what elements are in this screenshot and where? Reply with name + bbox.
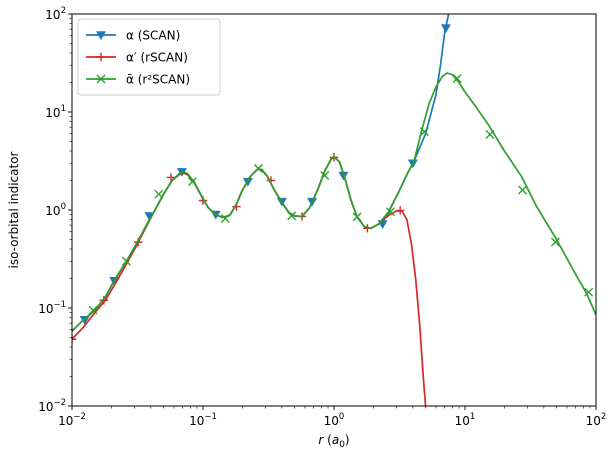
legend-entry: α′ (rSCAN) [86, 51, 188, 65]
series-marker [253, 164, 263, 174]
y-tick-label: 101 [45, 104, 66, 120]
series-marker [96, 74, 106, 84]
plot-area: 10−2 10−1 100 101 102 10−2 10−1 100 101 102 [38, 6, 606, 428]
x-tick-label: 102 [586, 412, 607, 428]
series-marker [485, 129, 495, 139]
legend-entry: α (SCAN) [86, 29, 180, 43]
series-marker [96, 52, 106, 62]
series-marker [88, 305, 98, 315]
series-marker [121, 256, 131, 266]
series-marker [550, 237, 560, 247]
y-tick-label: 102 [45, 6, 66, 22]
legend-label: ᾱ (r²SCAN) [126, 73, 190, 87]
x-tick-label: 101 [455, 412, 476, 428]
series-marker [518, 185, 528, 195]
series-marker [72, 335, 77, 344]
series-marker [220, 213, 230, 223]
legend-label: α (SCAN) [126, 29, 180, 43]
series-marker [386, 207, 396, 217]
x-tick-label: 10−2 [58, 412, 86, 428]
x-axis-label: r (a0) [318, 433, 349, 450]
y-axis-label: iso-orbital indicator [7, 151, 21, 268]
series-3 [72, 72, 596, 332]
y-tick-label: 10−1 [38, 300, 66, 316]
series-marker [352, 212, 362, 222]
x-tick-label: 100 [324, 412, 345, 428]
series-marker [320, 170, 330, 180]
legend-frame [77, 18, 221, 96]
series-marker [584, 287, 594, 297]
series-marker [440, 24, 451, 34]
x-tick-label: 10−1 [189, 412, 217, 428]
series-marker [287, 211, 297, 221]
y-tick-label: 10−2 [38, 398, 66, 414]
series-line [72, 155, 427, 406]
series-marker [95, 31, 107, 41]
series-marker [395, 206, 405, 215]
series-2 [72, 153, 427, 406]
legend: α (SCAN) α′ (rSCAN) ᾱ (r²SCAN) [77, 18, 221, 96]
series-marker [419, 127, 429, 137]
legend-entry: ᾱ (r²SCAN) [86, 73, 190, 87]
series-marker [154, 189, 164, 199]
series-marker [187, 177, 197, 187]
axis-ticks: 10−2 10−1 100 101 102 10−2 10−1 100 101 102 [38, 6, 606, 428]
legend-label: α′ (rSCAN) [126, 51, 188, 65]
y-tick-label: 100 [45, 202, 66, 218]
series-marker [166, 173, 176, 182]
series-line [72, 72, 596, 332]
series-marker [452, 73, 462, 83]
